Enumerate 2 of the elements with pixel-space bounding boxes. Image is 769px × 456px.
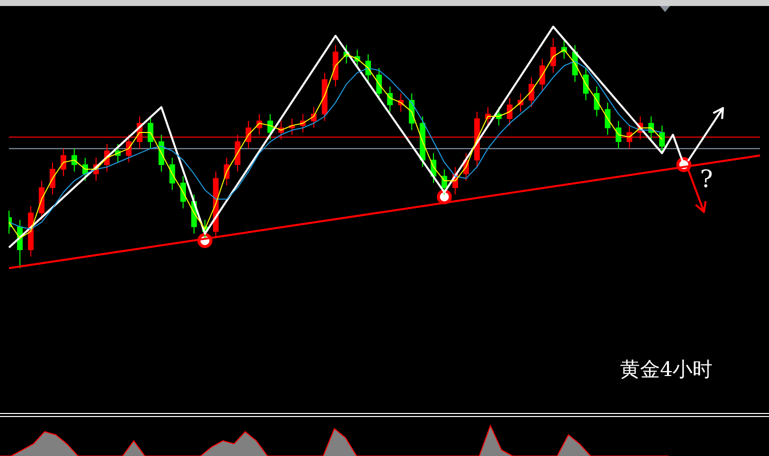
text: 黄金4小时 [620, 356, 713, 383]
annotation: ? [700, 165, 713, 193]
